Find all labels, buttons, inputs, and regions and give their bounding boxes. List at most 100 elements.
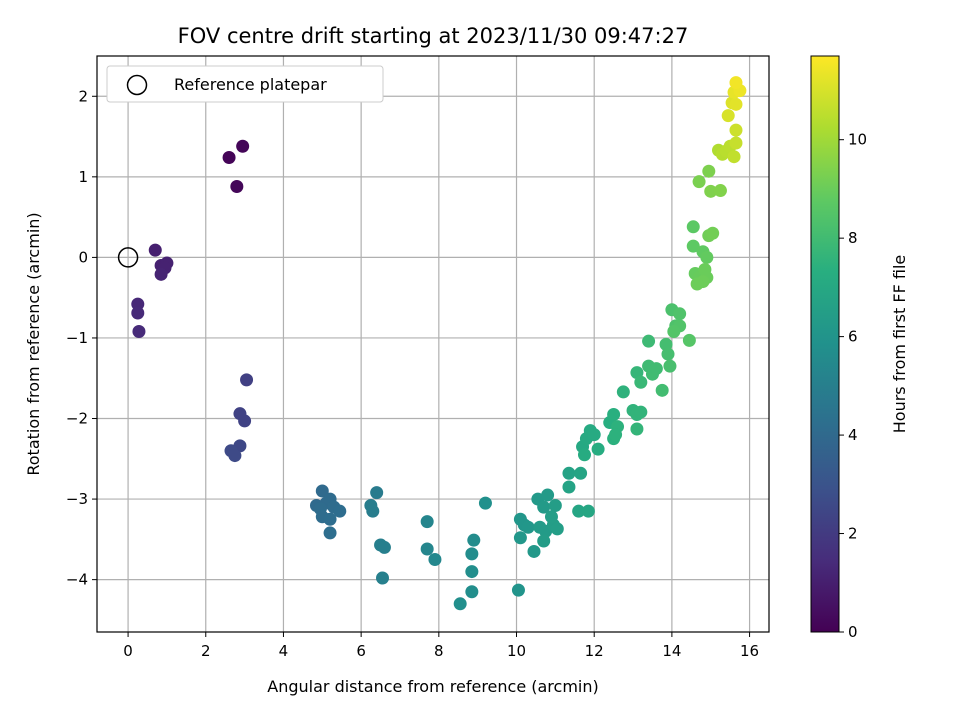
data-point bbox=[673, 307, 687, 321]
y-axis-label: Rotation from reference (arcmin) bbox=[24, 212, 43, 475]
data-point bbox=[376, 571, 390, 585]
y-axis-ticks: −4 −3 −2 −1 0 1 2 bbox=[66, 87, 97, 589]
y-tick-label: 2 bbox=[78, 87, 88, 105]
data-point bbox=[428, 552, 442, 566]
data-point bbox=[729, 123, 743, 137]
data-point bbox=[511, 583, 525, 597]
data-point bbox=[323, 512, 337, 526]
grid-lines bbox=[97, 56, 769, 632]
data-point bbox=[132, 325, 146, 339]
colorbar-tick-label: 2 bbox=[848, 525, 858, 543]
data-point bbox=[574, 466, 588, 480]
data-point bbox=[607, 407, 621, 421]
data-point bbox=[478, 496, 492, 510]
data-point bbox=[333, 504, 347, 518]
data-point bbox=[548, 499, 562, 513]
colorbar-ticks: 0 2 4 6 8 10 bbox=[839, 131, 867, 641]
data-point bbox=[649, 362, 663, 376]
data-point bbox=[642, 334, 656, 348]
data-point bbox=[513, 531, 527, 545]
data-point bbox=[230, 180, 244, 194]
x-tick-label: 8 bbox=[434, 642, 444, 660]
data-point bbox=[465, 565, 479, 579]
legend-box bbox=[106, 65, 384, 103]
data-point bbox=[577, 448, 591, 462]
data-point bbox=[562, 480, 576, 494]
data-point bbox=[616, 385, 630, 399]
data-point bbox=[661, 347, 675, 361]
colorbar: 0 2 4 6 8 10 Hours from first FF file bbox=[810, 55, 909, 641]
data-point bbox=[690, 277, 704, 291]
x-tick-label: 16 bbox=[740, 642, 759, 660]
y-tick-label: 0 bbox=[78, 248, 88, 266]
data-points bbox=[131, 76, 747, 611]
data-point bbox=[686, 220, 700, 234]
y-tick-label: −1 bbox=[66, 329, 88, 347]
data-point bbox=[420, 515, 434, 529]
data-point bbox=[562, 466, 576, 480]
data-point bbox=[315, 484, 329, 498]
x-tick-label: 4 bbox=[279, 642, 289, 660]
data-point bbox=[465, 547, 479, 561]
data-point bbox=[537, 500, 551, 514]
x-tick-label: 2 bbox=[201, 642, 211, 660]
data-point bbox=[377, 540, 391, 554]
data-point bbox=[655, 383, 669, 397]
colorbar-gradient bbox=[810, 55, 840, 633]
data-point bbox=[323, 526, 337, 540]
x-axis-label: Angular distance from reference (arcmin) bbox=[267, 677, 598, 696]
data-point bbox=[581, 504, 595, 518]
plot-frame bbox=[96, 55, 770, 633]
colorbar-tick-label: 0 bbox=[848, 623, 858, 641]
data-point bbox=[572, 504, 586, 518]
reference-platepar-circle-icon bbox=[117, 247, 139, 268]
data-point bbox=[541, 488, 555, 502]
data-point bbox=[537, 534, 551, 548]
legend: Reference platepar bbox=[106, 65, 384, 103]
data-point bbox=[727, 150, 741, 164]
data-point bbox=[240, 373, 254, 387]
data-point bbox=[591, 442, 605, 456]
x-tick-label: 14 bbox=[662, 642, 681, 660]
data-point bbox=[154, 267, 168, 281]
data-point bbox=[729, 136, 743, 150]
data-point bbox=[366, 504, 380, 518]
data-point bbox=[544, 510, 558, 524]
data-point bbox=[713, 184, 727, 198]
data-point bbox=[521, 520, 535, 534]
data-point bbox=[370, 486, 384, 500]
data-point bbox=[222, 151, 236, 165]
data-point bbox=[634, 405, 648, 419]
data-point bbox=[467, 533, 481, 547]
data-point bbox=[550, 522, 564, 536]
reference-marker bbox=[117, 247, 139, 268]
data-point bbox=[634, 375, 648, 389]
legend-entry-reference: Reference platepar bbox=[174, 75, 327, 94]
x-axis-ticks: 0 2 4 6 8 10 12 14 16 bbox=[123, 632, 759, 660]
x-tick-label: 10 bbox=[507, 642, 526, 660]
x-tick-label: 6 bbox=[356, 642, 366, 660]
data-point bbox=[131, 306, 145, 320]
data-point bbox=[609, 428, 623, 442]
data-point bbox=[148, 243, 162, 257]
data-point bbox=[238, 414, 252, 428]
data-point bbox=[729, 76, 743, 90]
data-point bbox=[686, 239, 700, 253]
data-point bbox=[692, 175, 706, 189]
data-point bbox=[527, 544, 541, 558]
data-point bbox=[700, 250, 714, 264]
y-tick-label: −2 bbox=[66, 410, 88, 428]
data-point bbox=[706, 226, 720, 240]
colorbar-tick-label: 4 bbox=[848, 426, 858, 444]
colorbar-label: Hours from first FF file bbox=[890, 255, 909, 434]
legend-marker-circle-icon bbox=[126, 74, 148, 96]
y-tick-label: −4 bbox=[66, 571, 88, 589]
colorbar-tick-label: 10 bbox=[848, 131, 867, 149]
data-point bbox=[721, 109, 735, 123]
data-point bbox=[587, 428, 601, 442]
colorbar-tick-label: 6 bbox=[848, 328, 858, 346]
chart-title: FOV centre drift starting at 2023/11/30 … bbox=[178, 24, 689, 48]
data-point bbox=[630, 422, 644, 436]
data-point bbox=[704, 184, 718, 198]
